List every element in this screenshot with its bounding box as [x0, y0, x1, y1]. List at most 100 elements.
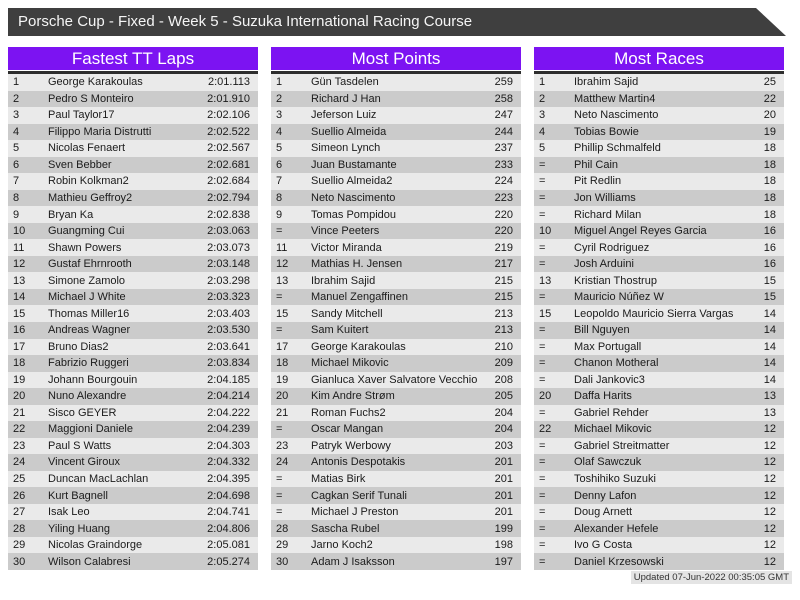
table-row: 4 Filippo Maria Distrutti 2:02.522 [8, 123, 258, 141]
rank-cell: 4 [276, 125, 283, 138]
board-most-points: Most Points 1 Gün Tasdelen 259 2 Richard J Ha… [271, 47, 521, 570]
value-cell: 204 [494, 423, 513, 436]
rank-cell: = [539, 291, 546, 304]
table-row: = Michael J Preston 201 [271, 503, 521, 521]
name-cell: Cyril Rodriguez [574, 241, 650, 254]
rank-cell: 20 [276, 390, 289, 403]
value-cell: 12 [763, 506, 776, 519]
name-cell: Victor Miranda [311, 241, 382, 254]
table-row: 8 Neto Nascimento 223 [271, 189, 521, 207]
rank-cell: 30 [276, 555, 289, 568]
value-cell: 19 [763, 125, 776, 138]
name-cell: Suellio Almeida2 [311, 175, 393, 188]
rank-cell: 7 [13, 175, 20, 188]
table-row: 29 Nicolas Graindorge 2:05.081 [8, 536, 258, 554]
value-cell: 2:04.332 [207, 456, 250, 469]
value-cell: 14 [763, 324, 776, 337]
rank-cell: = [539, 258, 546, 271]
name-cell: Michael Mikovic [574, 423, 652, 436]
value-cell: 14 [763, 373, 776, 386]
rank-cell: 3 [276, 109, 283, 122]
table-row: = Dali Jankovic3 14 [534, 371, 784, 389]
name-cell: Ivo G Costa [574, 539, 633, 552]
name-cell: Olaf Sawczuk [574, 456, 642, 469]
rank-cell: 19 [13, 373, 26, 386]
value-cell: 237 [494, 142, 513, 155]
value-cell: 12 [763, 539, 776, 552]
rank-cell: 7 [276, 175, 283, 188]
table-row: = Josh Arduini 16 [534, 255, 784, 273]
name-cell: Sven Bebber [48, 158, 112, 171]
name-cell: Maggioni Daniele [48, 423, 133, 436]
table-row: 9 Tomas Pompidou 220 [271, 206, 521, 223]
rank-cell: 20 [13, 390, 26, 403]
value-cell: 12 [763, 423, 776, 436]
value-cell: 16 [763, 225, 776, 238]
name-cell: Doug Arnett [574, 506, 633, 519]
table-row: 6 Juan Bustamante 233 [271, 156, 521, 174]
rank-cell: 17 [276, 340, 289, 353]
rank-cell: 9 [13, 208, 20, 221]
value-cell: 14 [763, 340, 776, 353]
value-cell: 199 [494, 522, 513, 535]
table-row: 30 Adam J Isaksson 197 [271, 553, 521, 570]
rank-cell: 24 [276, 456, 289, 469]
name-cell: Gün Tasdelen [311, 76, 379, 89]
value-cell: 201 [494, 489, 513, 502]
board-fastest-tt-laps: Fastest TT Laps 1 George Karakoulas 2:01.11… [8, 47, 258, 570]
rank-cell: 15 [13, 307, 26, 320]
name-cell: Richard Milan [574, 208, 642, 221]
name-cell: Bill Nguyen [574, 324, 630, 337]
table-row: 5 Nicolas Fenaert 2:02.567 [8, 140, 258, 157]
table-row: = Mauricio Núñez W 15 [534, 288, 784, 306]
rank-cell: = [539, 357, 546, 370]
value-cell: 15 [763, 291, 776, 304]
rank-cell: = [539, 241, 546, 254]
name-cell: Josh Arduini [574, 258, 634, 271]
name-cell: Matias Birk [311, 473, 366, 486]
rank-cell: 12 [276, 258, 289, 271]
value-cell: 233 [494, 158, 513, 171]
rank-cell: 28 [276, 522, 289, 535]
rank-cell: 4 [13, 125, 20, 138]
name-cell: Kristian Thostrup [574, 274, 657, 287]
value-cell: 2:03.298 [207, 274, 250, 287]
rank-cell: 12 [13, 258, 26, 271]
rank-cell: 9 [276, 208, 283, 221]
name-cell: Simone Zamolo [48, 274, 126, 287]
value-cell: 2:03.834 [207, 357, 250, 370]
rank-cell: 23 [276, 439, 289, 452]
table-row: 22 Michael Mikovic 12 [534, 421, 784, 438]
name-cell: Paul S Watts [48, 439, 112, 452]
rank-cell: 27 [13, 506, 26, 519]
name-cell: Jarno Koch2 [311, 539, 373, 552]
value-cell: 2:04.303 [207, 439, 250, 452]
table-row: 17 George Karakoulas 210 [271, 338, 521, 356]
table-row: = Toshihiko Suzuki 12 [534, 470, 784, 488]
table-row: 5 Simeon Lynch 237 [271, 140, 521, 157]
rank-cell: 18 [13, 357, 26, 370]
value-cell: 208 [494, 373, 513, 386]
table-row: 20 Nuno Alexandre 2:04.214 [8, 388, 258, 405]
rank-cell: 11 [276, 241, 288, 254]
table-row: 18 Michael Mikovic 209 [271, 355, 521, 372]
table-row: = Cagkan Serif Tunali 201 [271, 487, 521, 504]
table-row: 22 Maggioni Daniele 2:04.239 [8, 421, 258, 438]
value-cell: 2:03.530 [207, 324, 250, 337]
rank-cell: 2 [276, 92, 283, 105]
rank-cell: 16 [13, 324, 26, 337]
rank-cell: 8 [276, 191, 283, 204]
rank-cell: 14 [13, 291, 26, 304]
rank-cell: 13 [276, 274, 289, 287]
value-cell: 201 [494, 473, 513, 486]
rank-cell: 10 [13, 225, 26, 238]
table-row: = Manuel Zengaffinen 215 [271, 288, 521, 306]
table-row: 4 Tobias Bowie 19 [534, 123, 784, 141]
name-cell: Filippo Maria Distrutti [48, 125, 152, 138]
value-cell: 213 [494, 324, 513, 337]
value-cell: 2:04.185 [207, 373, 250, 386]
table-row: 16 Andreas Wagner 2:03.530 [8, 321, 258, 339]
value-cell: 18 [763, 191, 776, 204]
table-row: 20 Daffa Harits 13 [534, 388, 784, 405]
rank-cell: 11 [13, 241, 25, 254]
